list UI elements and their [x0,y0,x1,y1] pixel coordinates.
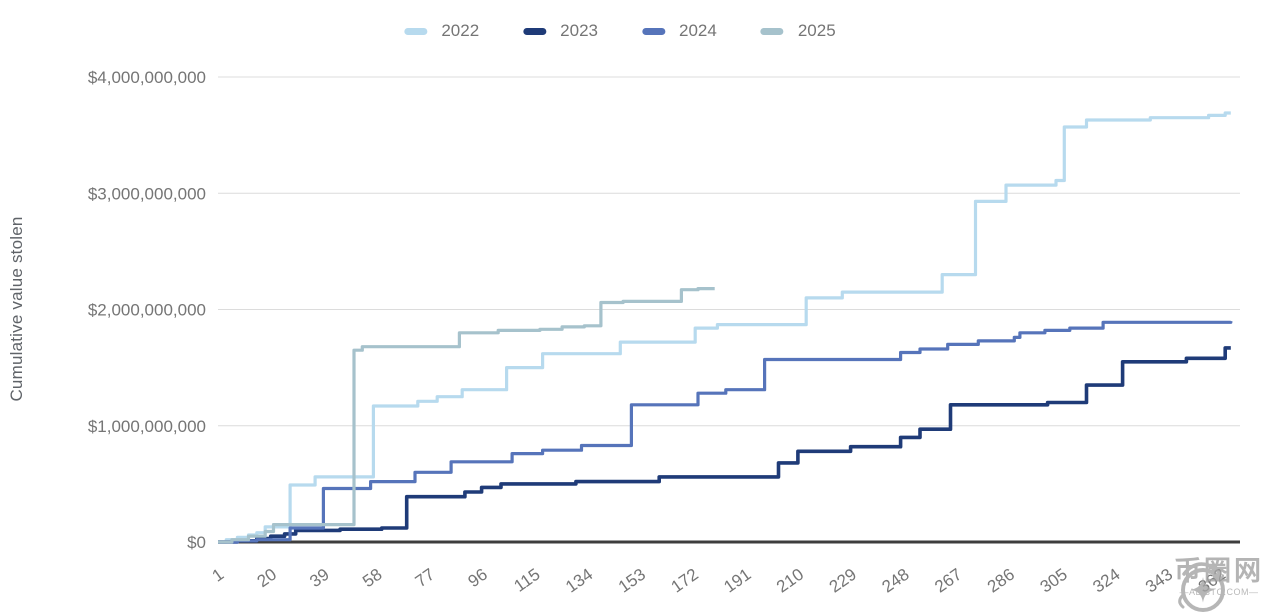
x-tick-label: 229 [826,565,860,597]
y-tick-label: $4,000,000,000 [88,68,206,87]
chart-plot-area: $4,000,000,000 $3,000,000,000 $2,000,000,0… [88,68,1240,597]
x-tick-label: 267 [931,565,965,597]
x-tick-label: 1 [209,565,228,586]
x-tick-label: 96 [464,565,490,591]
legend-swatch-2023 [523,27,547,35]
legend-item-2025: 2025 [760,21,836,41]
x-tick-label: 305 [1037,565,1071,597]
x-tick-label: 172 [668,565,702,597]
x-tick-label: 286 [984,565,1018,597]
y-tick-label: $0 [187,533,206,552]
x-tick-label: 210 [773,565,807,597]
watermark-domain: —ALIBTC.COM— [1179,587,1259,597]
x-tick-label: 20 [254,565,280,591]
x-tick-label: 115 [510,565,543,596]
legend-item-2022: 2022 [404,21,479,41]
legend-label: 2024 [679,21,717,40]
x-tick-label: 58 [359,565,385,591]
watermark-logo-icon [1178,562,1225,612]
x-tick-label: 39 [306,565,332,591]
legend-label: 2023 [560,21,598,40]
x-tick-label: 191 [720,565,754,597]
y-tick-label: $2,000,000,000 [88,301,206,320]
x-tick-label: 134 [562,565,596,597]
legend-label: 2025 [797,21,836,40]
series-line-2023[interactable] [218,346,1231,544]
cumulative-value-stolen-chart: $4,000,000,000 $3,000,000,000 $2,000,000,0… [7,21,1264,612]
y-tick-label: $1,000,000,000 [88,417,206,436]
series-line-2025[interactable] [218,287,715,544]
legend-swatch-2022 [404,27,428,35]
y-tick-label: $3,000,000,000 [88,184,206,203]
x-tick-label: 324 [1089,565,1123,597]
chart-legend: 2022 2023 2024 2025 [404,21,836,41]
x-tick-label: 153 [615,565,649,597]
x-tick-label: 343 [1142,565,1176,597]
x-tick-label: 248 [879,565,913,597]
legend-swatch-2025 [760,27,784,35]
x-tick-label: 77 [412,565,438,591]
y-axis-title: Cumulative value stolen [7,216,26,402]
legend-swatch-2024 [642,27,665,35]
series-line-2024[interactable] [218,320,1233,544]
legend-item-2024: 2024 [642,21,717,41]
watermark[interactable]: 币圈网 —ALIBTC.COM— [1174,558,1264,612]
legend-item-2023: 2023 [523,21,598,41]
legend-label: 2022 [441,21,480,40]
